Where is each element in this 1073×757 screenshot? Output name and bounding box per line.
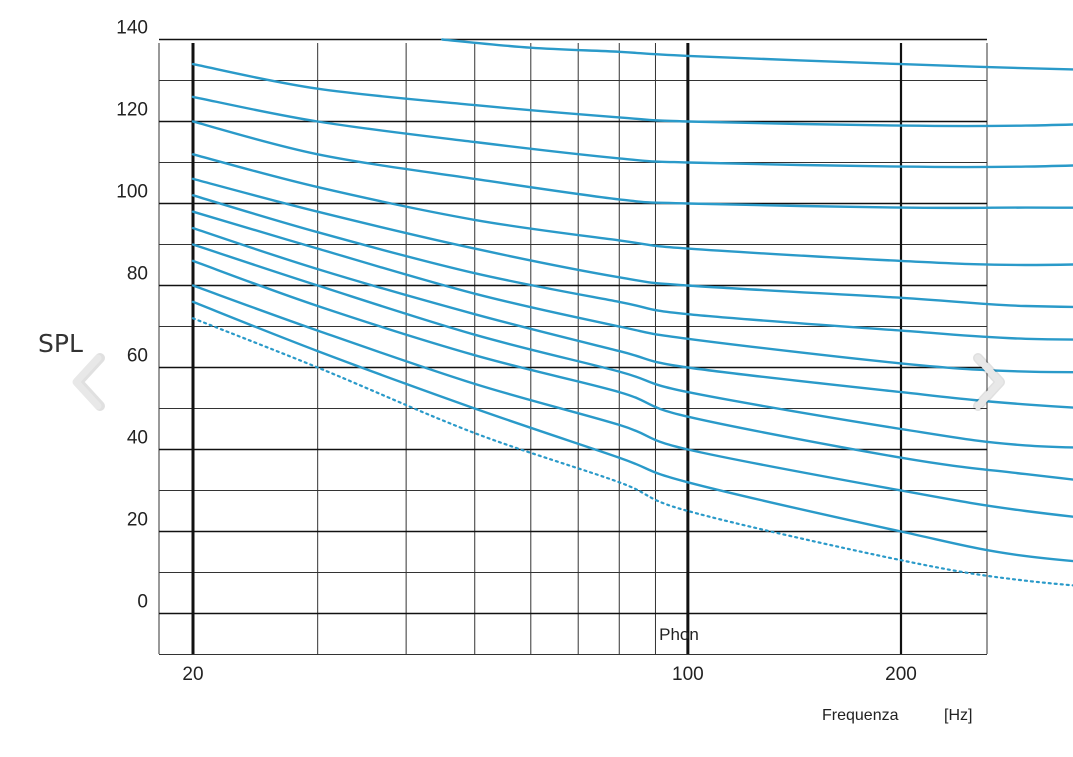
curve-90-phon <box>191 153 1073 267</box>
curve-0-phon <box>191 317 1073 587</box>
y-tick-label: 80 <box>127 264 148 285</box>
x-axis-unit: [Hz] <box>944 707 972 724</box>
loudness-curves <box>191 38 1073 587</box>
y-tick-label: 120 <box>116 100 148 121</box>
grid-minor-lines <box>158 43 988 655</box>
curve-80-phon <box>191 177 1073 309</box>
x-tick-labels: 201002001ˋ0002ˋ00010ˋ000 <box>182 664 917 685</box>
carousel-prev-button[interactable] <box>66 352 110 412</box>
chevron-left-icon <box>72 353 105 411</box>
curve-100-phon <box>191 120 1073 210</box>
curve-20-phon <box>191 284 1073 518</box>
x-tick-label: 20 <box>182 664 203 685</box>
phon-legend-label: Phon <box>659 625 699 644</box>
y-tick-label: 0 <box>137 592 148 613</box>
curve-130-phon <box>441 38 1073 71</box>
y-axis-label: SPL <box>38 329 83 358</box>
y-tick-label: 20 <box>127 510 148 531</box>
curve-10-phon <box>191 300 1073 563</box>
curve-40-phon <box>191 243 1073 449</box>
y-tick-label: 140 <box>116 18 148 39</box>
curve-110-phon <box>191 95 1073 169</box>
curve-60-phon <box>191 210 1073 374</box>
x-tick-label: 200 <box>885 664 917 685</box>
curve-120-phon <box>191 62 1073 128</box>
y-tick-label: 60 <box>127 346 148 367</box>
curve-30-phon <box>191 259 1073 481</box>
curve-70-phon <box>191 194 1073 341</box>
curve-50-phon <box>191 226 1073 409</box>
x-axis-label: Frequenza <box>822 707 899 724</box>
y-tick-label: 100 <box>116 182 148 203</box>
y-tick-label: 40 <box>127 428 148 449</box>
x-tick-label: 100 <box>672 664 704 685</box>
carousel-next-button[interactable] <box>966 352 1010 412</box>
chevron-right-icon <box>973 353 1005 411</box>
y-tick-labels: 0 20 40 60 80 100 120 140 <box>116 18 148 613</box>
grid-major-lines <box>159 38 987 654</box>
